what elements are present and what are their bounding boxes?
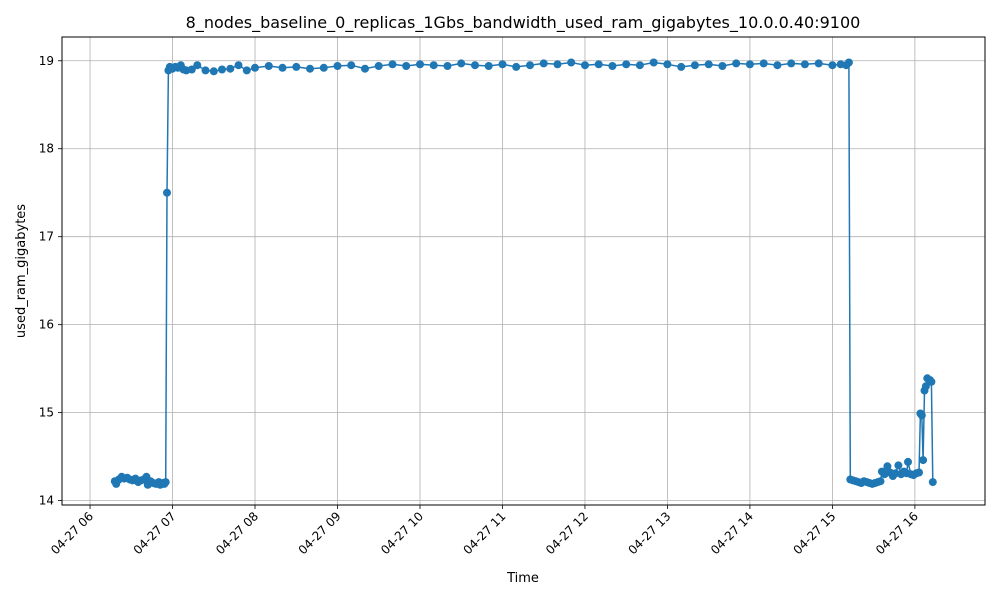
data-point <box>800 60 809 69</box>
data-point <box>814 59 823 68</box>
data-point <box>919 456 928 465</box>
data-point <box>904 457 912 466</box>
data-point <box>921 382 930 391</box>
x-axis-label: Time <box>506 571 539 586</box>
data-point <box>201 66 210 75</box>
data-point <box>759 59 768 68</box>
data-point <box>471 61 479 70</box>
data-point <box>333 62 342 70</box>
data-point <box>226 64 235 73</box>
data-point <box>209 67 218 76</box>
data-point <box>457 59 466 68</box>
data-point <box>773 61 782 70</box>
data-point <box>187 65 196 74</box>
data-point <box>361 64 369 73</box>
data-point <box>218 65 226 74</box>
data-point <box>917 411 926 420</box>
data-point <box>402 62 411 70</box>
data-point <box>732 59 741 68</box>
data-point <box>635 61 644 70</box>
data-point <box>690 61 699 70</box>
data-point <box>292 62 301 71</box>
data-point <box>374 62 383 70</box>
data-point <box>429 61 438 70</box>
data-point <box>526 61 534 70</box>
y-tick-label: 15 <box>39 406 54 420</box>
data-point <box>608 62 617 70</box>
data-point <box>581 61 589 70</box>
data-point <box>553 60 562 69</box>
data-point <box>567 58 576 67</box>
plot-area-frame <box>61 36 986 506</box>
data-point <box>306 64 314 73</box>
data-point <box>512 62 521 71</box>
y-axis: 14 15 16 17 18 19 <box>39 54 62 508</box>
data-point <box>828 61 837 70</box>
y-axis-label: used_ram_gigabytes <box>14 204 29 338</box>
data-point <box>704 60 713 69</box>
y-tick-label: 18 <box>39 142 54 156</box>
data-point <box>649 58 658 67</box>
data-point <box>844 58 853 67</box>
data-point <box>264 62 273 70</box>
data-point <box>161 478 170 487</box>
data-point <box>594 60 603 69</box>
data-point <box>745 60 754 69</box>
data-point <box>388 60 397 69</box>
data-point <box>163 188 171 197</box>
data-point <box>416 60 424 69</box>
data-point <box>251 63 259 72</box>
data-point <box>193 61 202 70</box>
data-point <box>677 62 686 71</box>
data-point <box>484 62 493 70</box>
data-point <box>498 60 507 69</box>
y-tick-label: 14 <box>39 494 54 508</box>
data-point <box>876 477 885 486</box>
data-point <box>539 59 548 68</box>
y-tick-label: 16 <box>39 318 54 332</box>
data-point <box>347 61 356 70</box>
data-point <box>787 59 796 68</box>
data-point <box>928 478 937 487</box>
data-point <box>234 61 243 70</box>
data-point <box>927 377 936 386</box>
data-point <box>319 63 328 72</box>
grid-layer <box>62 37 985 505</box>
y-tick-label: 17 <box>39 230 54 244</box>
data-point <box>894 461 903 470</box>
data-point <box>443 62 452 70</box>
data-point <box>883 462 892 471</box>
y-tick-label: 19 <box>39 54 54 68</box>
data-point <box>622 60 631 69</box>
data-point <box>718 62 727 70</box>
data-point <box>915 468 923 477</box>
series-layer <box>110 58 937 489</box>
data-point <box>663 60 672 69</box>
data-point <box>242 66 251 75</box>
data-point <box>278 63 287 72</box>
chart-title: 8_nodes_baseline_0_replicas_1Gbs_bandwid… <box>186 13 861 33</box>
